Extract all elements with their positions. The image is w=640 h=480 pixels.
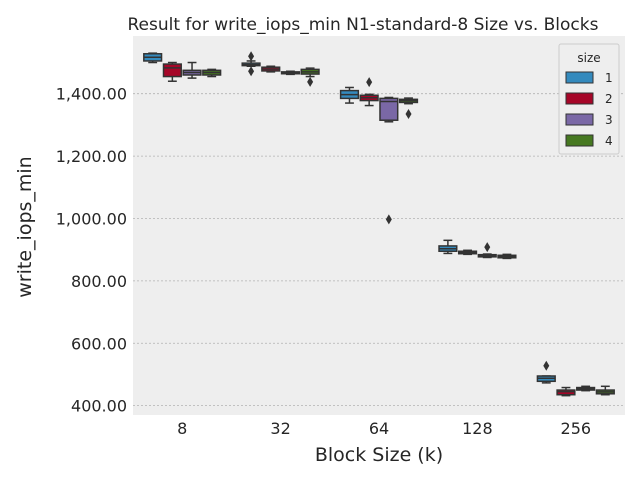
outlier-point <box>366 77 373 88</box>
legend-label: 2 <box>605 92 613 106</box>
legend-label: 4 <box>605 134 613 148</box>
boxes-layer <box>143 51 615 397</box>
x-axis-label: Block Size (k) <box>315 444 443 466</box>
box-8-size-1 <box>143 52 163 64</box>
legend-label: 3 <box>605 113 613 127</box>
box-32-size-3 <box>280 70 301 76</box>
box-8-size-4 <box>202 68 222 78</box>
box-64-size-2 <box>359 77 379 107</box>
box-256-size-4 <box>595 385 615 396</box>
legend-title: size <box>577 51 600 65</box>
box-128-size-1 <box>438 239 458 255</box>
y-tick-label: 400.00 <box>71 397 127 416</box>
y-tick-label: 600.00 <box>71 334 127 353</box>
y-tick-label: 1,200.00 <box>56 147 127 166</box>
gridlines <box>133 93 625 407</box>
x-tick-label: 32 <box>270 419 290 438</box>
box-128-size-2 <box>457 249 478 256</box>
legend-label: 1 <box>605 71 613 85</box>
y-tick-label: 1,400.00 <box>56 85 127 104</box>
box-body <box>379 97 399 121</box>
legend-items: 1 2 3 4 <box>565 71 613 148</box>
x-tick-label: 128 <box>462 419 493 438</box>
box-128-size-4 <box>497 253 517 260</box>
y-tick-label: 1,000.00 <box>56 209 127 228</box>
legend[interactable]: size 1 2 3 4 <box>558 43 620 155</box>
box-256-size-3 <box>576 385 596 392</box>
box-64-size-1 <box>339 86 360 104</box>
outlier-point <box>248 51 255 62</box>
box-256-size-2 <box>556 386 576 397</box>
x-tick-label: 8 <box>177 419 187 438</box>
outlier-point <box>307 76 314 87</box>
legend-swatch <box>565 134 594 147</box>
outlier-point <box>248 66 255 77</box>
chart-title: Result for write_iops_min N1-standard-8 … <box>128 15 599 35</box>
legend-swatch <box>565 113 594 126</box>
box-64-size-4 <box>398 97 419 119</box>
box-8-size-2 <box>162 61 182 82</box>
outlier-point <box>405 108 412 119</box>
x-tick-label: 64 <box>369 419 389 438</box>
legend-swatch <box>565 92 594 105</box>
y-tick-labels: 400.00 600.00 800.00 1,000.00 1,200.00 1,400.… <box>56 85 127 416</box>
box-256-size-1 <box>536 360 556 384</box>
legend-swatch <box>565 71 594 84</box>
box-8-size-3 <box>182 61 202 79</box>
box-128-size-3 <box>477 242 497 259</box>
x-tick-labels: 8 32 64 128 256 <box>177 419 591 438</box>
plot-area <box>133 36 625 415</box>
x-tick-label: 256 <box>561 419 592 438</box>
box-body <box>556 389 576 396</box>
outlier-point <box>484 242 491 253</box>
y-tick-label: 800.00 <box>71 272 127 291</box>
box-body <box>162 63 182 78</box>
box-64-size-3 <box>379 96 399 225</box>
outlier-point <box>385 214 392 225</box>
box-32-size-2 <box>261 65 281 73</box>
outlier-point <box>543 360 550 371</box>
box-32-size-1 <box>241 51 261 77</box>
y-axis-label: write_iops_min <box>14 156 36 297</box>
box-32-size-4 <box>300 67 320 87</box>
